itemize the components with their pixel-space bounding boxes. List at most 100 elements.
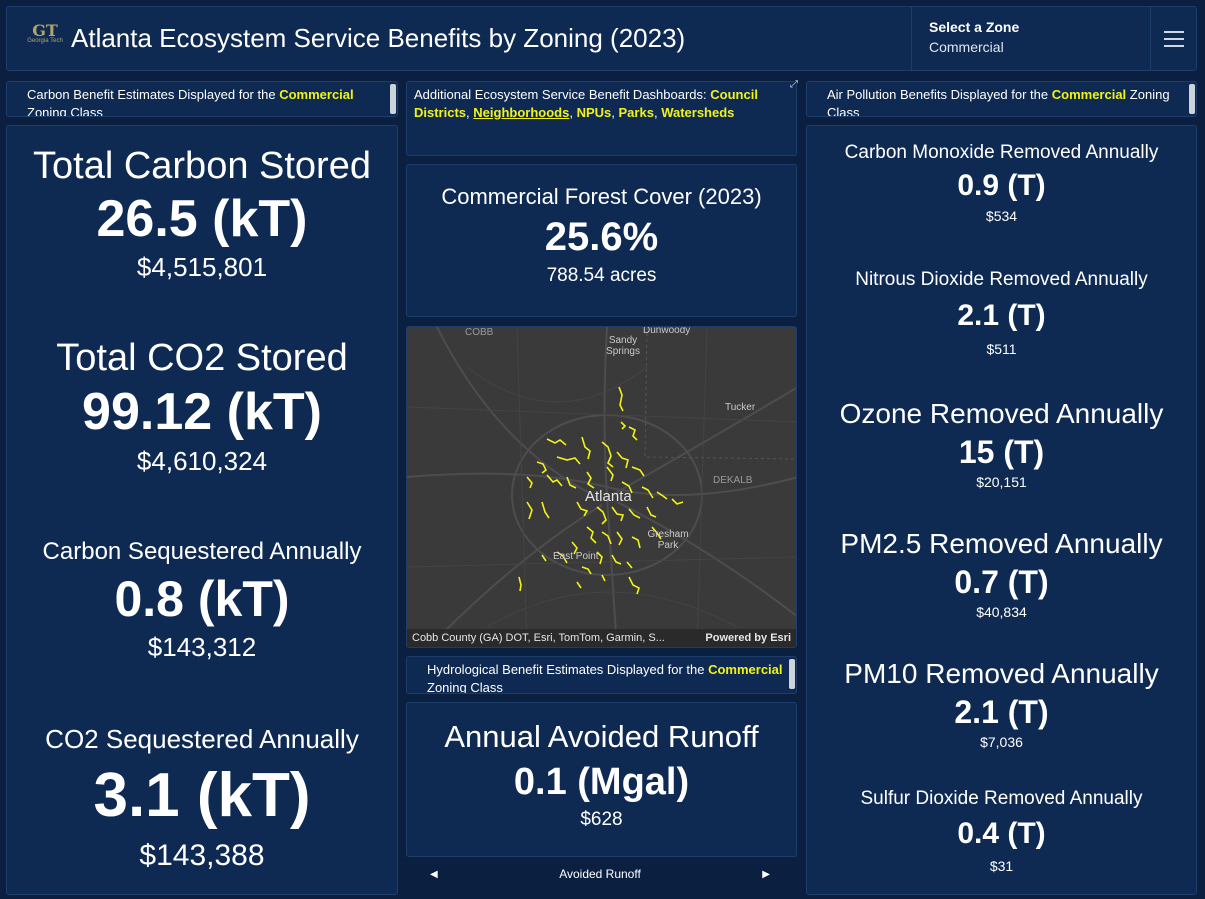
air-strip-suffix: Zoning Class bbox=[827, 87, 1170, 117]
link-council-districts[interactable]: Council Districts bbox=[414, 87, 758, 120]
map-canvas[interactable] bbox=[407, 327, 797, 648]
metric-value: 0.8 (kT) bbox=[114, 571, 290, 627]
scrollbar[interactable] bbox=[1189, 84, 1195, 114]
runoff-nav: ◀ Avoided Runoff ▶ bbox=[420, 862, 780, 888]
link-watersheds[interactable]: Watersheds bbox=[661, 105, 735, 120]
metric-pm10: PM10 Removed Annually 2.1 (T) $7,036 bbox=[807, 656, 1196, 752]
metric-label: Nitrous Dioxide Removed Annually bbox=[855, 269, 1148, 290]
runoff-panel: Annual Avoided Runoff 0.1 (Mgal) $628 bbox=[406, 702, 797, 857]
air-info-strip: Air Pollution Benefits Displayed for the… bbox=[806, 81, 1197, 117]
hydro-strip-zone: Commercial bbox=[708, 662, 783, 677]
link-parks[interactable]: Parks bbox=[618, 105, 654, 120]
metric-label: Ozone Removed Annually bbox=[839, 398, 1164, 429]
logo-letters: GT bbox=[32, 21, 58, 40]
metric-value: 0.1 (Mgal) bbox=[513, 761, 690, 803]
map-label-gresham-park: Gresham Park bbox=[647, 529, 689, 551]
metric-money: $511 bbox=[986, 341, 1017, 357]
map-label-tucker: Tucker bbox=[725, 402, 756, 413]
map-label-cobb: COBB bbox=[465, 327, 494, 338]
metric-label: PM2.5 Removed Annually bbox=[840, 528, 1163, 559]
hydro-info-strip: Hydrological Benefit Estimates Displayed… bbox=[406, 656, 797, 694]
map-attribution: Cobb County (GA) DOT, Esri, TomTom, Garm… bbox=[407, 629, 796, 647]
metric-value: 2.1 (T) bbox=[954, 694, 1049, 730]
metric-value: 99.12 (kT) bbox=[82, 383, 322, 441]
metric-label: CO2 Sequestered Annually bbox=[45, 724, 359, 754]
air-metrics-panel: Carbon Monoxide Removed Annually 0.9 (T)… bbox=[806, 125, 1197, 895]
metric-value: 0.9 (T) bbox=[957, 169, 1046, 202]
metric-money: $143,312 bbox=[147, 632, 257, 662]
metric-pm25: PM2.5 Removed Annually 0.7 (T) $40,834 bbox=[807, 526, 1196, 622]
metric-label: Total Carbon Stored bbox=[33, 145, 371, 187]
metric-value: 26.5 (kT) bbox=[96, 190, 308, 248]
metric-money: $31 bbox=[989, 858, 1014, 874]
metric-money: $7,036 bbox=[980, 734, 1023, 750]
map-label-east-point: East Point bbox=[553, 551, 599, 562]
zone-selector[interactable]: Select a Zone Commercial bbox=[911, 7, 1151, 70]
metric-label: PM10 Removed Annually bbox=[844, 658, 1159, 689]
dashboards-strip: Additional Ecosystem Service Benefit Das… bbox=[406, 81, 797, 156]
map-label-atlanta: Atlanta bbox=[585, 488, 632, 505]
zone-selector-label: Select a Zone bbox=[929, 19, 1020, 35]
metric-carbon-monoxide: Carbon Monoxide Removed Annually 0.9 (T)… bbox=[807, 140, 1196, 226]
metric-value: 25.6% bbox=[544, 215, 659, 259]
metric-money: $628 bbox=[580, 809, 623, 830]
metric-total-carbon-stored: Total Carbon Stored 26.5 (kT) $4,515,801 bbox=[7, 144, 397, 284]
metric-money: $4,515,801 bbox=[136, 252, 268, 282]
zoning-map[interactable]: COBB Dunwoody Sandy Springs Tucker Atlan… bbox=[406, 326, 797, 648]
scrollbar[interactable] bbox=[390, 84, 396, 114]
air-strip-text: Air Pollution Benefits Displayed for the bbox=[827, 87, 1049, 102]
map-label-dekalb: DEKALB bbox=[713, 475, 753, 486]
metric-ozone: Ozone Removed Annually 15 (T) $20,151 bbox=[807, 396, 1196, 492]
dashboards-strip-text: Additional Ecosystem Service Benefit Das… bbox=[414, 87, 707, 102]
expand-icon[interactable]: ⤢ bbox=[790, 79, 798, 90]
map-label-sandy-springs: Sandy Springs bbox=[606, 335, 640, 357]
metric-value: 15 (T) bbox=[958, 434, 1045, 470]
separator: , bbox=[466, 105, 470, 120]
forest-cover-panel: Commercial Forest Cover (2023) 25.6% 788… bbox=[406, 164, 797, 317]
metric-sulfur-dioxide: Sulfur Dioxide Removed Annually 0.4 (T) … bbox=[807, 786, 1196, 876]
metric-money: $4,610,324 bbox=[136, 446, 268, 476]
metric-label: Total CO2 Stored bbox=[56, 337, 348, 379]
link-neighborhoods[interactable]: Neighborhoods bbox=[473, 105, 570, 120]
forest-acres: 788.54 acres bbox=[546, 265, 657, 286]
carbon-metrics-panel: Total Carbon Stored 26.5 (kT) $4,515,801… bbox=[6, 125, 398, 895]
map-label-dunwoody: Dunwoody bbox=[643, 326, 691, 336]
metric-money: $40,834 bbox=[976, 604, 1027, 620]
metric-label: Sulfur Dioxide Removed Annually bbox=[860, 788, 1143, 809]
metric-avoided-runoff: Annual Avoided Runoff 0.1 (Mgal) $628 bbox=[407, 717, 796, 833]
metric-money: $20,151 bbox=[976, 474, 1027, 490]
air-strip-zone: Commercial bbox=[1051, 87, 1127, 102]
metric-co2-sequestered: CO2 Sequestered Annually 3.1 (kT) $143,3… bbox=[7, 722, 397, 876]
carbon-strip-suffix: Zoning Class bbox=[27, 105, 103, 117]
metric-value: 2.1 (T) bbox=[957, 299, 1046, 332]
runoff-nav-label: Avoided Runoff bbox=[559, 867, 641, 881]
metric-carbon-sequestered: Carbon Sequestered Annually 0.8 (kT) $14… bbox=[7, 536, 397, 664]
metric-value: 0.7 (T) bbox=[954, 564, 1049, 600]
metric-forest-cover: Commercial Forest Cover (2023) 25.6% 788… bbox=[407, 183, 796, 289]
georgia-tech-logo: GT Georgia Tech bbox=[27, 21, 63, 56]
hydro-strip-text: Hydrological Benefit Estimates Displayed… bbox=[427, 662, 705, 677]
metric-label: Annual Avoided Runoff bbox=[444, 719, 759, 754]
app-header: GT Georgia Tech Atlanta Ecosystem Servic… bbox=[6, 6, 1197, 71]
chevron-left-icon[interactable]: ◀ bbox=[430, 869, 438, 880]
metric-label: Carbon Sequestered Annually bbox=[42, 538, 362, 565]
metric-total-co2-stored: Total CO2 Stored 99.12 (kT) $4,610,324 bbox=[7, 336, 397, 478]
carbon-strip-zone: Commercial bbox=[279, 87, 354, 102]
metric-nitrous-dioxide: Nitrous Dioxide Removed Annually 2.1 (T)… bbox=[807, 267, 1196, 359]
powered-by-esri[interactable]: Powered by Esri bbox=[705, 632, 791, 644]
hydro-strip-suffix: Zoning Class bbox=[427, 680, 503, 694]
separator: , bbox=[569, 105, 573, 120]
carbon-info-strip: Carbon Benefit Estimates Displayed for t… bbox=[6, 81, 398, 117]
zone-selector-value[interactable]: Commercial bbox=[929, 39, 1004, 55]
carbon-strip-text: Carbon Benefit Estimates Displayed for t… bbox=[27, 87, 276, 102]
separator: , bbox=[611, 105, 615, 120]
metric-label: Carbon Monoxide Removed Annually bbox=[844, 142, 1159, 163]
app-title: Atlanta Ecosystem Service Benefits by Zo… bbox=[71, 23, 686, 53]
chevron-right-icon[interactable]: ▶ bbox=[762, 869, 770, 880]
separator: , bbox=[653, 105, 658, 120]
scrollbar[interactable] bbox=[789, 659, 795, 689]
link-npus[interactable]: NPUs bbox=[576, 105, 612, 120]
hamburger-menu-icon[interactable] bbox=[1164, 31, 1184, 47]
map-attribution-text[interactable]: Cobb County (GA) DOT, Esri, TomTom, Garm… bbox=[412, 632, 665, 644]
metric-value: 0.4 (T) bbox=[957, 817, 1046, 850]
